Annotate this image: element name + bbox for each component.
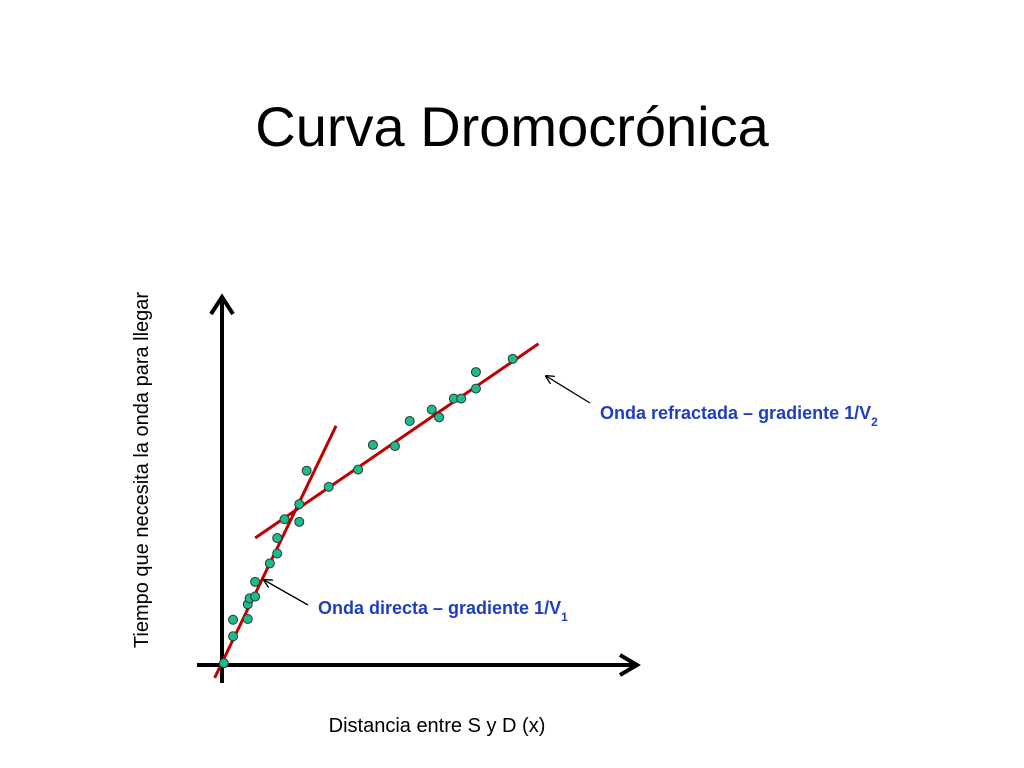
- data-point: [228, 631, 239, 642]
- fit-lines: [213, 342, 540, 679]
- data-point: [294, 516, 305, 527]
- annotations: Onda refractada – gradiente 1/V2 Onda di…: [264, 376, 878, 624]
- data-point: [426, 404, 437, 415]
- data-point: [404, 416, 415, 427]
- data-point: [434, 412, 445, 423]
- slide-title: Curva Dromocrónica: [255, 95, 769, 158]
- data-point: [294, 499, 305, 510]
- refracted-annotation-arrow: [546, 376, 591, 404]
- data-point: [272, 533, 283, 544]
- data-point: [389, 441, 400, 452]
- axes: [197, 293, 641, 683]
- data-point: [301, 465, 312, 476]
- data-point: [279, 514, 290, 525]
- data-point: [250, 591, 261, 602]
- data-point: [456, 393, 467, 404]
- direct-wave-label-subscript: 1: [561, 610, 568, 624]
- x-axis-arrowhead: [618, 653, 641, 677]
- data-point: [218, 658, 229, 669]
- data-point: [367, 439, 378, 450]
- data-point: [507, 353, 518, 364]
- data-point: [250, 576, 261, 587]
- data-point: [353, 464, 364, 475]
- direct-annotation-arrow: [264, 580, 309, 606]
- refracted-wave-label: Onda refractada – gradiente 1/V2: [600, 403, 878, 429]
- data-point: [228, 614, 239, 625]
- y-axis-arrowhead: [209, 293, 235, 316]
- data-point: [323, 481, 334, 492]
- y-axis-label: Tiempo que necesita la onda para llegar: [131, 292, 153, 648]
- x-axis-label: Distancia entre S y D (x): [329, 715, 546, 737]
- refracted-wave-label-subscript: 2: [871, 415, 878, 429]
- direct-wave-label: Onda directa – gradiente 1/V1: [318, 598, 568, 624]
- data-point: [264, 558, 275, 569]
- data-point: [470, 367, 481, 378]
- data-point: [242, 614, 253, 624]
- data-point: [272, 548, 283, 559]
- data-point: [470, 383, 481, 394]
- data-points: [218, 353, 518, 669]
